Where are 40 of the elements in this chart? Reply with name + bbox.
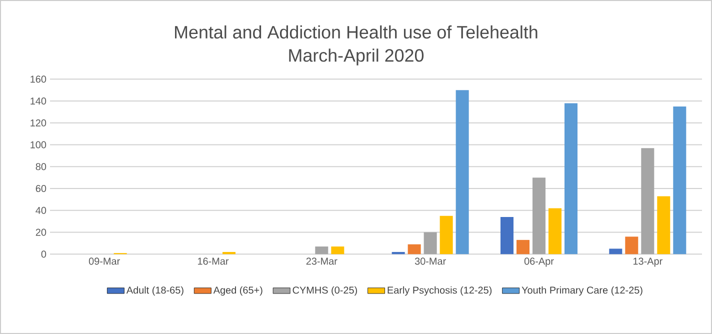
bar	[532, 178, 546, 254]
legend-label: Adult (18-65)	[126, 286, 184, 296]
bar	[548, 208, 562, 254]
legend-label: Youth Primary Care (12-25)	[522, 286, 642, 296]
bar	[625, 236, 638, 254]
legend-label: Early Psychosis (12-25)	[388, 286, 492, 296]
bar	[392, 252, 405, 254]
bar	[641, 148, 654, 254]
bar	[440, 216, 453, 254]
bar	[222, 252, 236, 254]
y-tick-label: 120	[30, 119, 46, 126]
bar	[500, 216, 514, 254]
legend-label: Aged (65+)	[213, 286, 262, 296]
x-tick-label: 23-Mar	[306, 258, 338, 265]
bar	[564, 103, 578, 254]
y-tick-label: 80	[36, 163, 46, 170]
y-tick-label: 40	[36, 206, 46, 214]
x-tick-label: 06-Apr	[524, 258, 554, 267]
y-tick-label: 0	[41, 250, 46, 258]
bar	[609, 248, 622, 254]
x-tick-label: 09-Mar	[88, 258, 120, 265]
x-tick-label: 16-Mar	[198, 258, 229, 265]
y-tick-label: 20	[36, 228, 46, 236]
y-tick-label: 140	[30, 98, 46, 105]
x-tick-label: 30-Mar	[414, 258, 446, 265]
y-tick-label: 160	[30, 76, 46, 83]
legend-label: CYMHS (0-25)	[292, 286, 357, 296]
bar	[424, 232, 437, 254]
bar	[456, 90, 469, 254]
chart-subtitle: March-April 2020	[289, 48, 424, 66]
bar	[657, 196, 670, 254]
bar	[516, 240, 530, 254]
x-tick-label: 13-Apr	[633, 258, 662, 267]
bar	[331, 246, 344, 254]
bar	[673, 106, 686, 254]
y-tick-label: 60	[36, 185, 46, 192]
bar	[408, 244, 421, 254]
y-tick-label: 100	[30, 141, 46, 148]
bar	[315, 246, 328, 254]
chart-title: Mental and Addiction Health use of Telehealth	[175, 25, 538, 39]
